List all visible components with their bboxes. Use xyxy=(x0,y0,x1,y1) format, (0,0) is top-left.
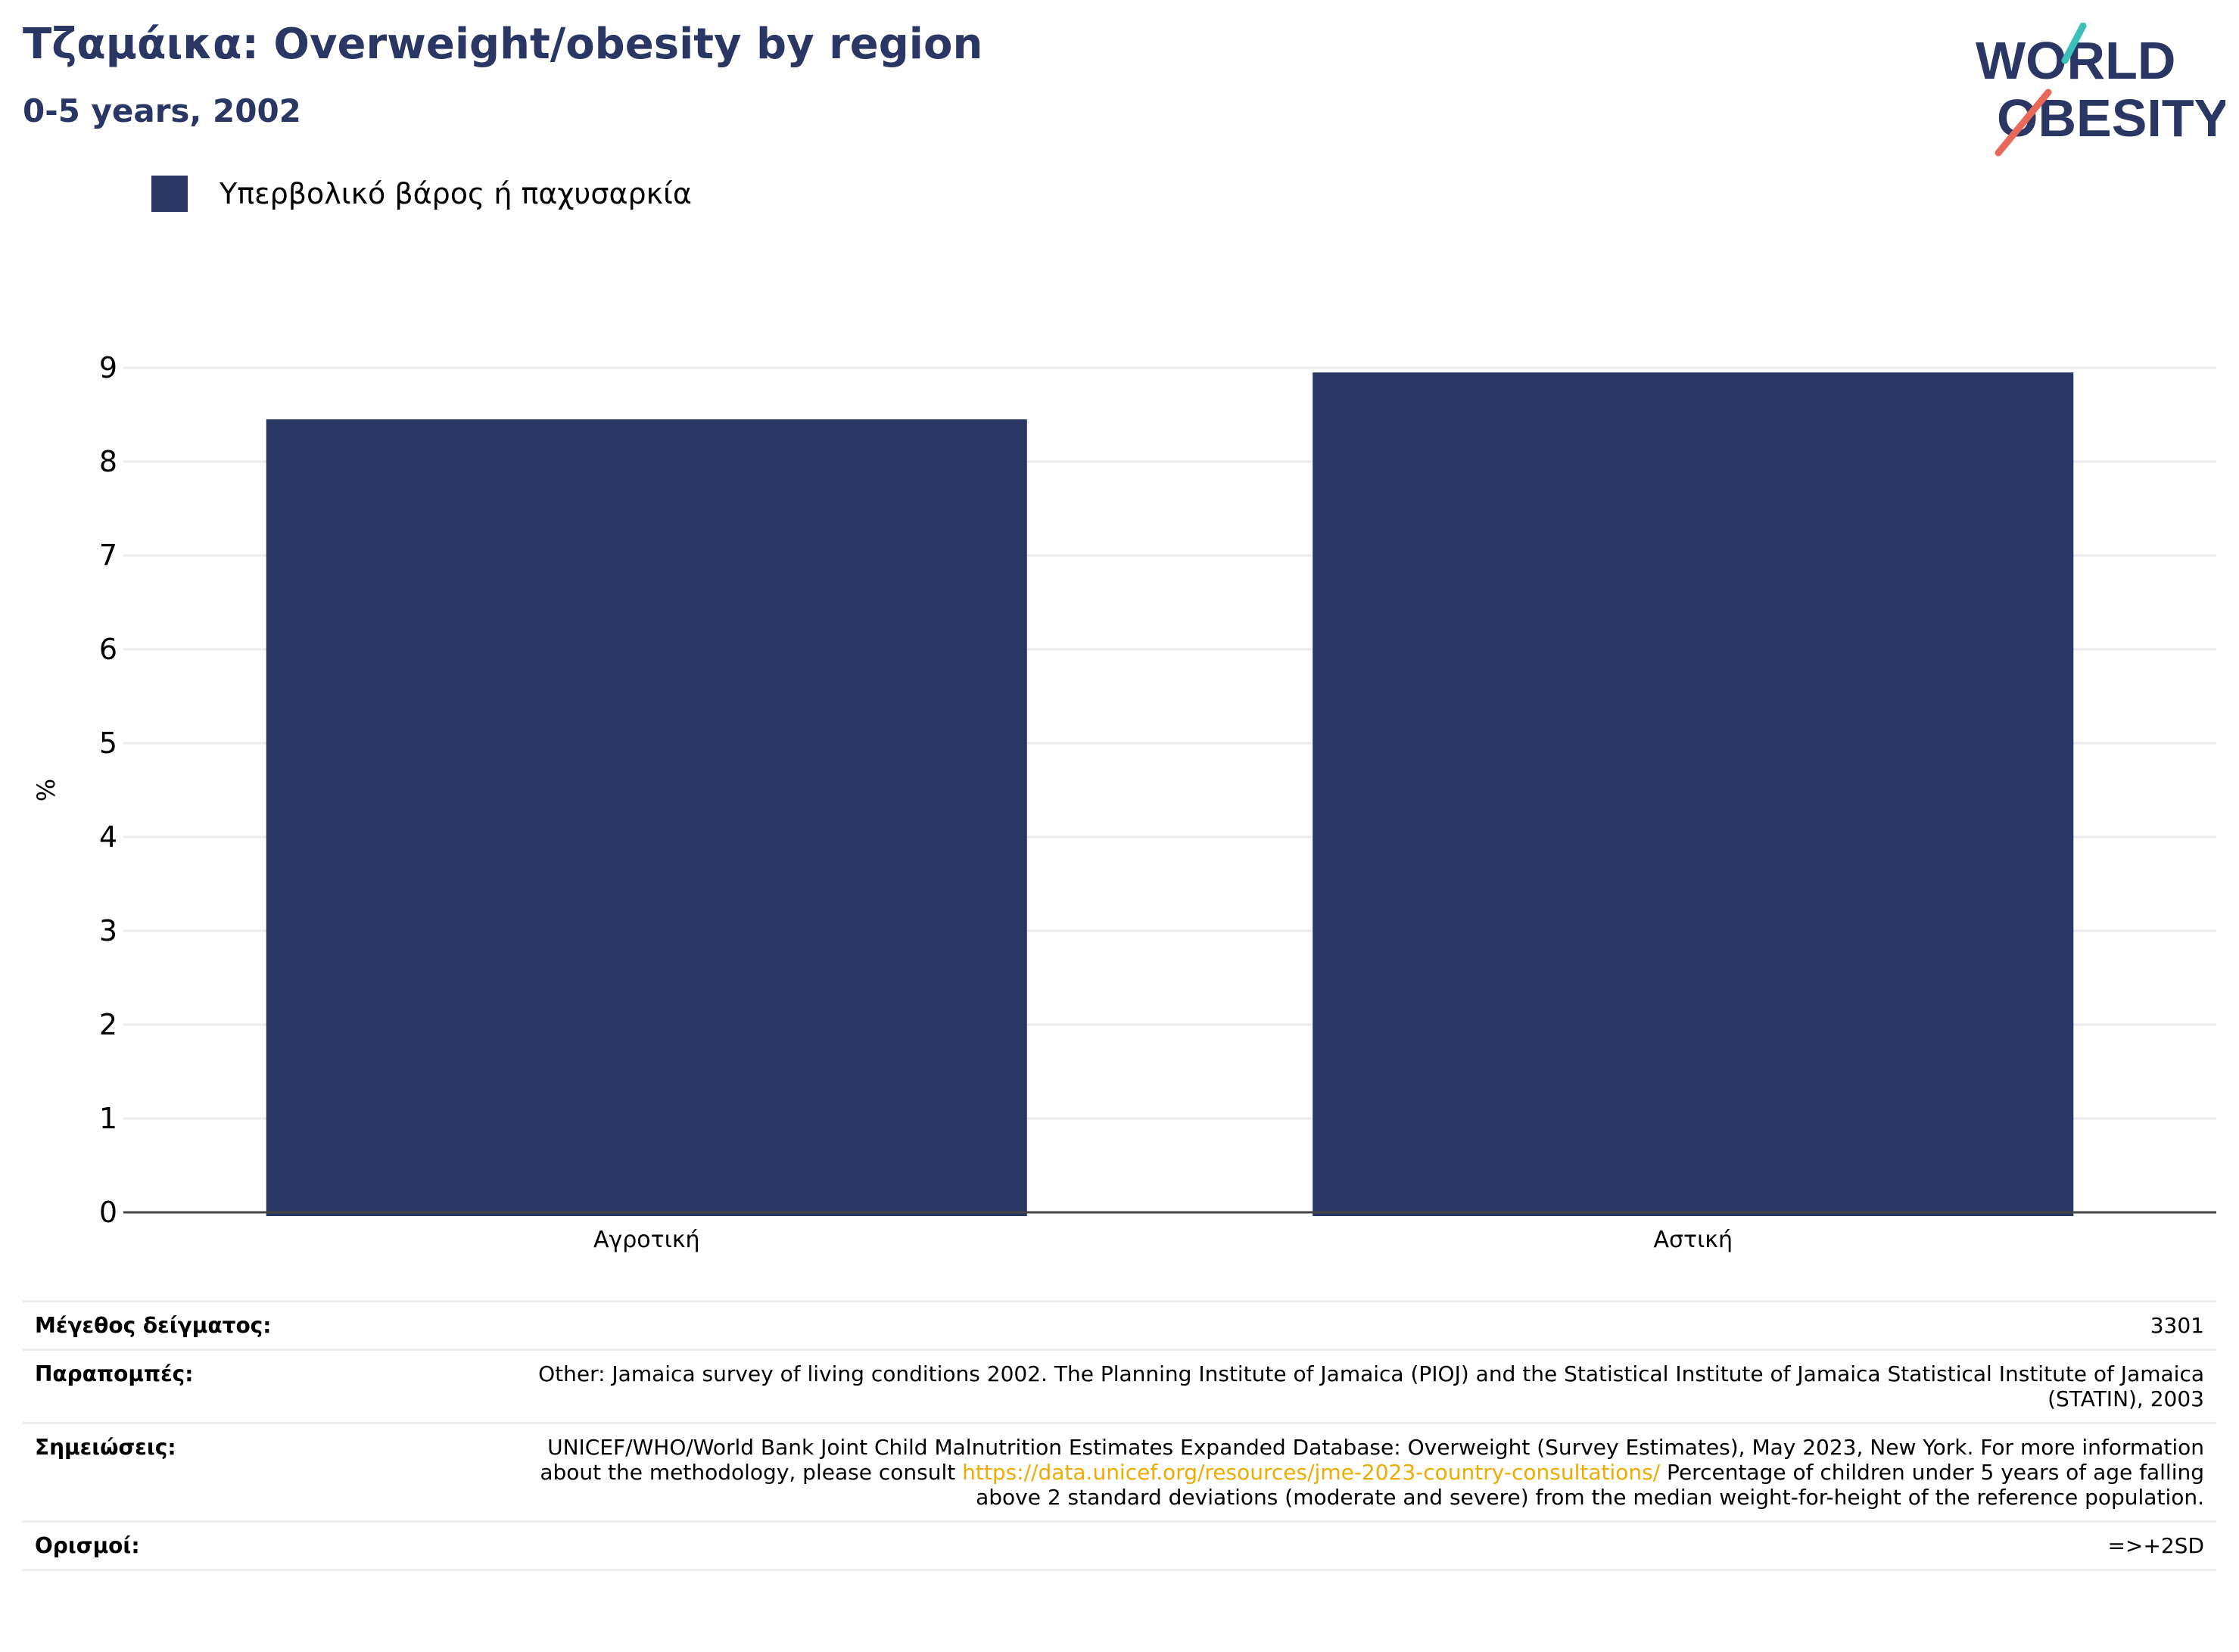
y-tick-label: 1 xyxy=(99,1102,117,1135)
y-tick-label: 7 xyxy=(99,539,117,572)
notes-text-after: Percentage of children under 5 years of … xyxy=(976,1460,2204,1510)
references-row: Παραπομπές: Other: Jamaica survey of liv… xyxy=(23,1349,2216,1424)
legend-swatch xyxy=(151,176,188,212)
world-obesity-logo: WORLD OBESITY xyxy=(1976,23,2225,157)
logo-line2: OBESITY xyxy=(1997,89,2225,148)
definitions-row: Ορισμοί: =>+2SD xyxy=(23,1520,2216,1571)
x-tick-label: Αστική xyxy=(1654,1227,1733,1253)
sample-size-value: 3301 xyxy=(501,1300,2216,1351)
notes-value: UNICEF/WHO/World Bank Joint Child Malnut… xyxy=(501,1422,2216,1523)
bar-chart: 0 1 2 3 4 5 6 7 8 9% Αγροτική Αστική xyxy=(32,351,2216,1253)
x-tick-label: Αγροτική xyxy=(593,1227,700,1253)
bar-2 xyxy=(1313,372,2074,1217)
notes-text-before: UNICEF/WHO/World Bank Joint Child Malnut… xyxy=(540,1435,2204,1485)
y-tick-label: 2 xyxy=(99,1008,117,1041)
bar-1 xyxy=(266,419,1027,1217)
metadata-table: Μέγεθος δείγματος: 3301 Παραπομπές: Othe… xyxy=(23,1300,2216,1571)
notes-label: Σημειώσεις: xyxy=(23,1422,501,1523)
page-subtitle: 0-5 years, 2002 xyxy=(23,92,301,129)
legend-label: Υπερβολικό βάρος ή παχυσαρκία xyxy=(220,177,692,210)
sample-size-label: Μέγεθος δείγματος: xyxy=(23,1300,501,1351)
y-tick-label: 9 xyxy=(99,351,117,384)
page-title: Τζαμάικα: Overweight/obesity by region xyxy=(23,20,983,69)
y-tick-label: 3 xyxy=(99,914,117,947)
definitions-value: =>+2SD xyxy=(501,1520,2216,1571)
sample-size-row: Μέγεθος δείγματος: 3301 xyxy=(23,1300,2216,1351)
notes-row: Σημειώσεις: UNICEF/WHO/World Bank Joint … xyxy=(23,1422,2216,1523)
chart-legend: Υπερβολικό βάρος ή παχυσαρκία xyxy=(151,176,692,212)
y-tick-label: 0 xyxy=(99,1196,117,1229)
definitions-label: Ορισμοί: xyxy=(23,1520,501,1571)
y-tick-label: 4 xyxy=(99,820,117,854)
y-tick-label: 6 xyxy=(99,633,117,666)
methodology-link[interactable]: https://data.unicef.org/resources/jme-20… xyxy=(962,1460,1661,1485)
y-axis-label: % xyxy=(32,779,61,801)
y-tick-label: 5 xyxy=(99,726,117,760)
references-value: Other: Jamaica survey of living conditio… xyxy=(501,1349,2216,1424)
references-label: Παραπομπές: xyxy=(23,1349,501,1424)
y-tick-label: 8 xyxy=(99,445,117,478)
